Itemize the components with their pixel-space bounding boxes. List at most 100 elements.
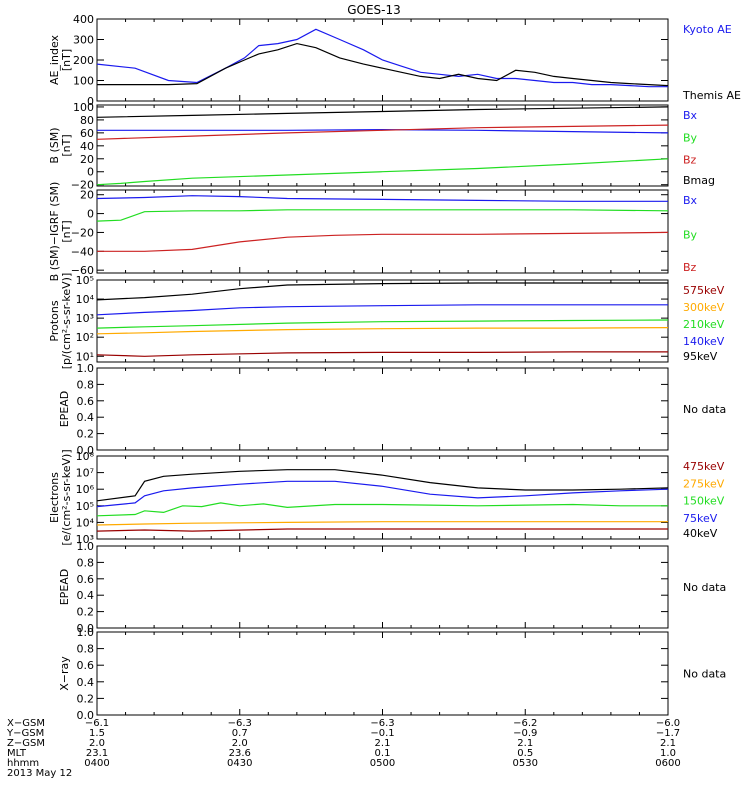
y-tick-label: −40	[71, 245, 94, 258]
y-tick-label: 0.0	[77, 709, 95, 722]
y-tick-label: 0.6	[77, 659, 95, 672]
chart-title: GOES-13	[347, 3, 401, 17]
series-line-475kev	[96, 528, 668, 532]
y-tick-label: 10⁸	[76, 450, 95, 463]
y-tick-label: 20	[80, 189, 94, 202]
date-label: 2013 May 12	[7, 768, 72, 779]
y-tick-label: 80	[80, 114, 94, 127]
panel-frame	[96, 545, 669, 629]
y-tick-label: 0.4	[77, 589, 95, 602]
x-row-value: −1.7	[656, 728, 680, 739]
x-row-value: −6.3	[370, 718, 394, 729]
y-axis-label: [p/(cm²-s-sr-keV)]	[60, 273, 73, 370]
x-row-value: 0.5	[517, 748, 533, 759]
panel-epead2: 0.0 0.2 0.4 0.6 0.8 1.0 EPEAD No data	[58, 540, 726, 635]
series-line-bx	[96, 195, 668, 202]
series-line-75kev	[96, 480, 669, 508]
y-tick-label: 400	[73, 13, 94, 26]
y-tick-label: 1.0	[77, 626, 95, 639]
panel-ae: 0 100 200 300 400 AE_index [nT] Kyoto AE Themis …	[48, 13, 741, 108]
y-tick-label: −20	[71, 226, 94, 239]
no-data-label: No data	[683, 581, 726, 594]
panel-frame	[96, 189, 669, 274]
legend-label: 300keV	[683, 301, 725, 314]
x-row-value: 1.0	[660, 748, 676, 759]
y-tick-label: 10⁵	[76, 500, 94, 513]
x-row-value: −0.9	[513, 728, 537, 739]
x-row-value: 2.0	[89, 738, 105, 749]
x-row-value: −6.3	[228, 718, 252, 729]
y-tick-label: 0.6	[77, 573, 95, 586]
legend-label: 140keV	[683, 335, 725, 348]
x-row-label: X−GSM	[7, 718, 45, 729]
y-tick-label: 0.2	[77, 428, 95, 441]
panel-epead1: 0.0 0.2 0.4 0.6 0.8 1.0 EPEAD No data	[58, 362, 726, 457]
x-row-value: −6.2	[513, 718, 537, 729]
series-line-bz	[96, 124, 669, 140]
x-row-value: 0600	[655, 758, 680, 769]
y-tick-label: 0.8	[77, 556, 95, 569]
panel-xray: 0.0 0.2 0.4 0.6 0.8 1.0 X−ray No data	[58, 626, 726, 722]
y-tick-label: 40	[80, 140, 94, 153]
y-tick-label: 10⁶	[76, 483, 95, 496]
no-data-label: No data	[683, 403, 726, 416]
x-row-value: 1.5	[89, 728, 105, 739]
legend-label: 40keV	[683, 527, 718, 540]
series-line-kyoto-ae	[96, 28, 668, 88]
series-line-bmag	[96, 106, 669, 118]
series-line-by	[96, 209, 669, 222]
x-row-value: 0500	[370, 758, 395, 769]
y-tick-label: 0.6	[77, 395, 95, 408]
y-tick-label: 0.4	[77, 676, 95, 689]
x-row-value: 23.6	[229, 748, 251, 759]
y-tick-label: 300	[73, 34, 94, 47]
legend-label: 475keV	[683, 460, 725, 473]
y-tick-label: 0	[87, 95, 94, 108]
series-line-140kev	[96, 304, 668, 316]
series-line-40kev	[96, 469, 669, 502]
y-tick-label: 10⁷	[76, 467, 94, 480]
x-row-value: 0430	[227, 758, 252, 769]
y-axis-label: [nT]	[60, 49, 73, 71]
legend-label: 210keV	[683, 318, 725, 331]
y-tick-label: 10⁴	[76, 516, 95, 529]
x-row-label: Z−GSM	[7, 738, 45, 749]
y-tick-label: 1.0	[77, 540, 95, 553]
series-line-by	[96, 158, 669, 186]
series-line-275kev	[96, 521, 668, 526]
series-line-bx	[97, 128, 669, 134]
y-axis-label: B (SM)−IGRF (SM)	[48, 182, 61, 282]
y-axis-label: Electrons	[48, 472, 61, 523]
series-line-210kev	[96, 319, 669, 329]
x-row-value: 2.1	[375, 738, 391, 749]
legend-label: Bx	[683, 194, 698, 207]
legend-label: Bz	[683, 261, 697, 274]
series-line-themis-ae	[97, 42, 669, 87]
panel-frame	[96, 631, 669, 716]
series-line-150kev	[96, 502, 668, 517]
series-line-575kev	[96, 351, 668, 357]
legend-label: Bz	[683, 154, 697, 167]
x-row-label: MLT	[7, 748, 27, 759]
y-axis-label: B (SM)	[48, 127, 61, 163]
y-tick-label: 60	[80, 127, 94, 140]
panel-frame	[96, 367, 669, 451]
y-tick-label: 0.4	[77, 411, 95, 424]
x-row-value: 2.1	[660, 738, 676, 749]
y-tick-label: 0.8	[77, 378, 95, 391]
y-tick-label: 200	[73, 54, 94, 67]
y-tick-label: 0	[87, 166, 94, 179]
x-row-value: −6.0	[656, 718, 680, 729]
y-axis-label: [e/(cm²-s-sr-keV)]	[60, 449, 73, 545]
panel-frame	[96, 104, 669, 187]
x-row-value: 0.7	[232, 728, 248, 739]
x-row-value: 0530	[513, 758, 538, 769]
legend-label: 275keV	[683, 477, 725, 490]
x-row-value: 2.0	[232, 738, 248, 749]
legend-label: 75keV	[683, 512, 718, 525]
legend-label: Kyoto AE	[683, 23, 732, 36]
y-tick-label: −20	[71, 179, 94, 192]
series-line-bz	[97, 231, 669, 252]
legend-label: Bmag	[683, 174, 715, 187]
